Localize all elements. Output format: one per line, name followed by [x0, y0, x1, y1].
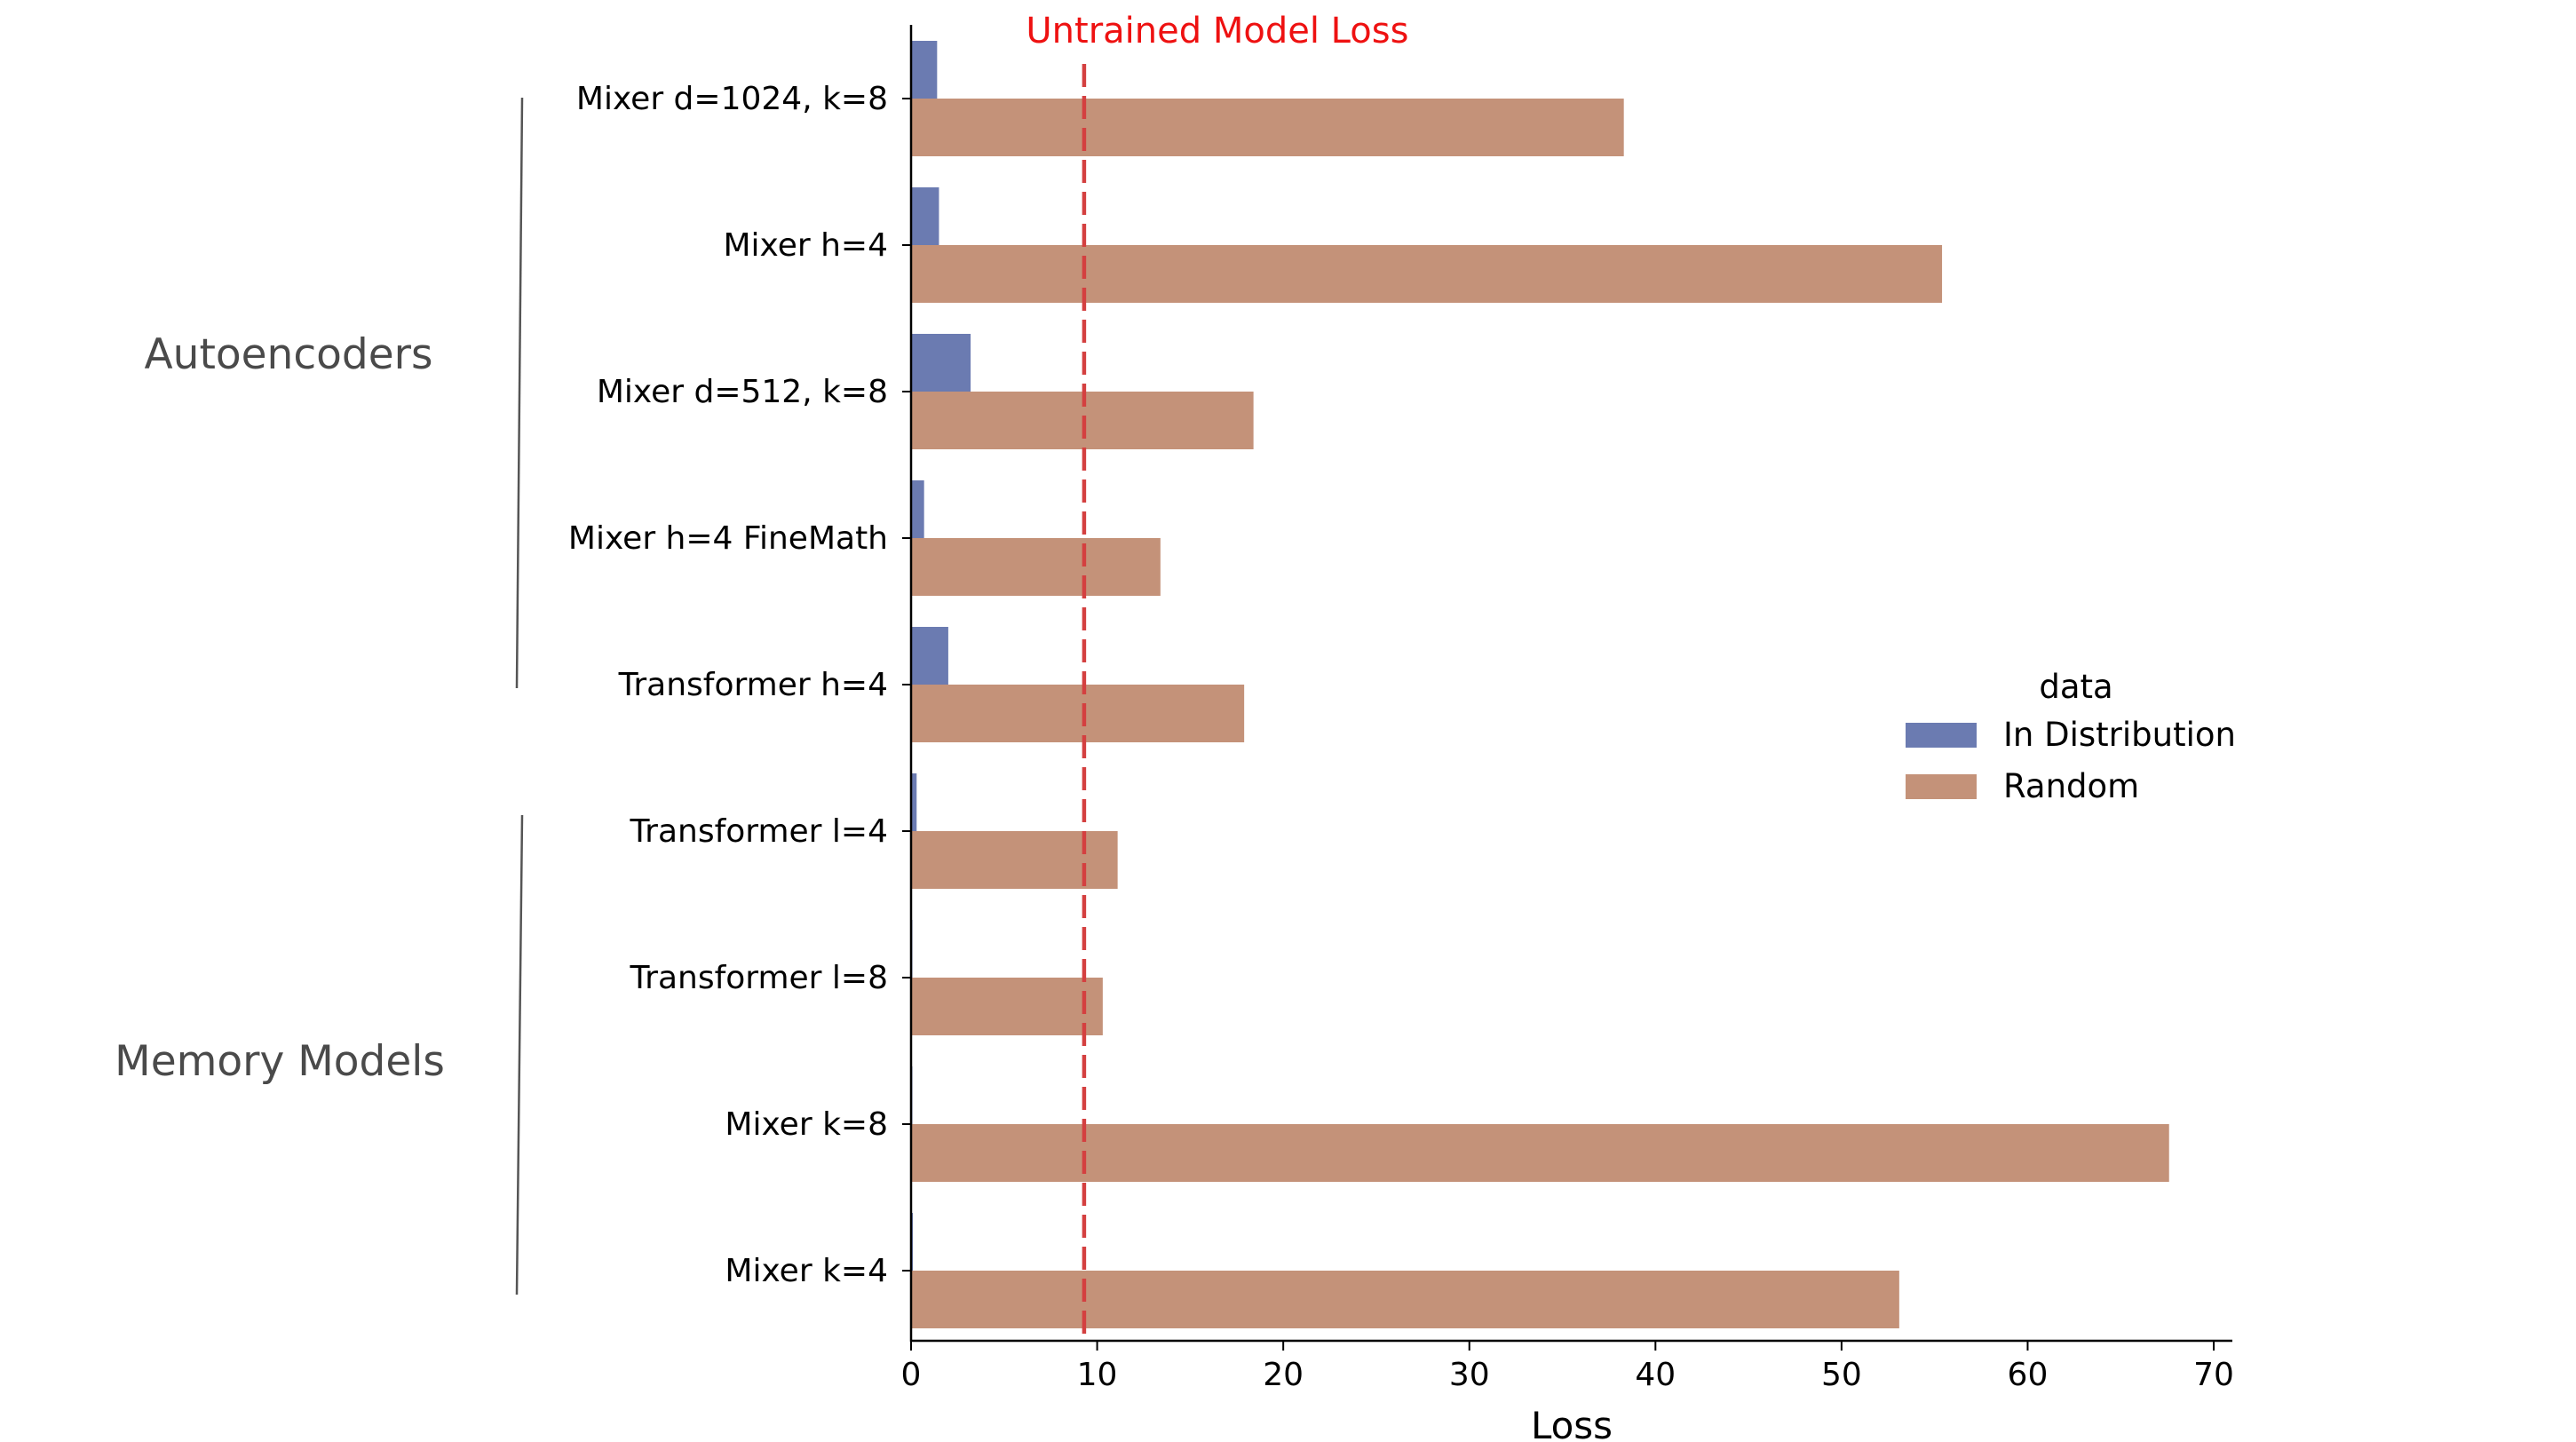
- y-tick-label: Mixer k=4: [725, 1253, 888, 1289]
- group-bracket: [515, 814, 524, 1295]
- bar-in-distribution-1: [911, 187, 939, 245]
- y-tick-label: Transformer h=4: [618, 667, 888, 703]
- x-tick-label: 20: [1263, 1357, 1304, 1393]
- bars-layer: [911, 41, 2169, 1328]
- y-tick-label: Mixer d=512, k=8: [597, 374, 888, 410]
- bar-random-4: [911, 685, 1245, 742]
- x-tick-label: 50: [1821, 1357, 1862, 1393]
- bar-random-7: [911, 1124, 2169, 1182]
- x-tick-label: 60: [2008, 1357, 2049, 1393]
- y-tick-label: Transformer l=4: [629, 813, 888, 850]
- untrained-loss-label: Untrained Model Loss: [1026, 11, 1408, 52]
- legend-swatch: [1906, 774, 1977, 799]
- x-tick-label: 30: [1449, 1357, 1490, 1393]
- x-axis-label: Loss: [1531, 1404, 1613, 1442]
- bar-random-0: [911, 99, 1624, 156]
- bar-random-6: [911, 978, 1103, 1035]
- x-tick-label: 70: [2193, 1357, 2234, 1393]
- group-bracket: [515, 97, 524, 689]
- bar-in-distribution-5: [911, 773, 917, 831]
- group-brackets-layer: Autoencoders Memory Models: [115, 97, 524, 1295]
- legend-label: In Distribution: [2003, 716, 2236, 754]
- x-tick-label: 10: [1077, 1357, 1118, 1393]
- x-tick-label: 0: [901, 1357, 922, 1393]
- legend-title: data: [2039, 668, 2112, 706]
- y-tick-label: Mixer d=1024, k=8: [576, 81, 888, 117]
- legend-label: Random: [2003, 767, 2139, 805]
- bar-random-3: [911, 538, 1161, 596]
- legend: data In Distribution Random: [1906, 668, 2236, 805]
- axes-layer: Mixer d=1024, k=8 Mixer h=4 Mixer d=512, k…: [568, 25, 2234, 1442]
- y-tick-label: Transformer l=8: [629, 960, 888, 996]
- bar-in-distribution-0: [911, 41, 938, 99]
- bar-in-distribution-2: [911, 334, 971, 392]
- bar-random-5: [911, 831, 1118, 889]
- bar-random-1: [911, 245, 1943, 303]
- group-label: Autoencoders: [145, 330, 433, 379]
- y-tick-label: Mixer h=4 FineMath: [568, 520, 888, 557]
- group-label: Memory Models: [115, 1037, 445, 1086]
- y-tick-label: Mixer h=4: [723, 227, 888, 264]
- y-tick-label: Mixer k=8: [725, 1106, 888, 1143]
- bar-random-8: [911, 1271, 1899, 1328]
- legend-swatch: [1906, 723, 1977, 748]
- bar-in-distribution-3: [911, 480, 924, 538]
- bar-in-distribution-4: [911, 627, 948, 685]
- reference-line-layer: Untrained Model Loss: [1026, 11, 1408, 1341]
- x-tick-label: 40: [1635, 1357, 1676, 1393]
